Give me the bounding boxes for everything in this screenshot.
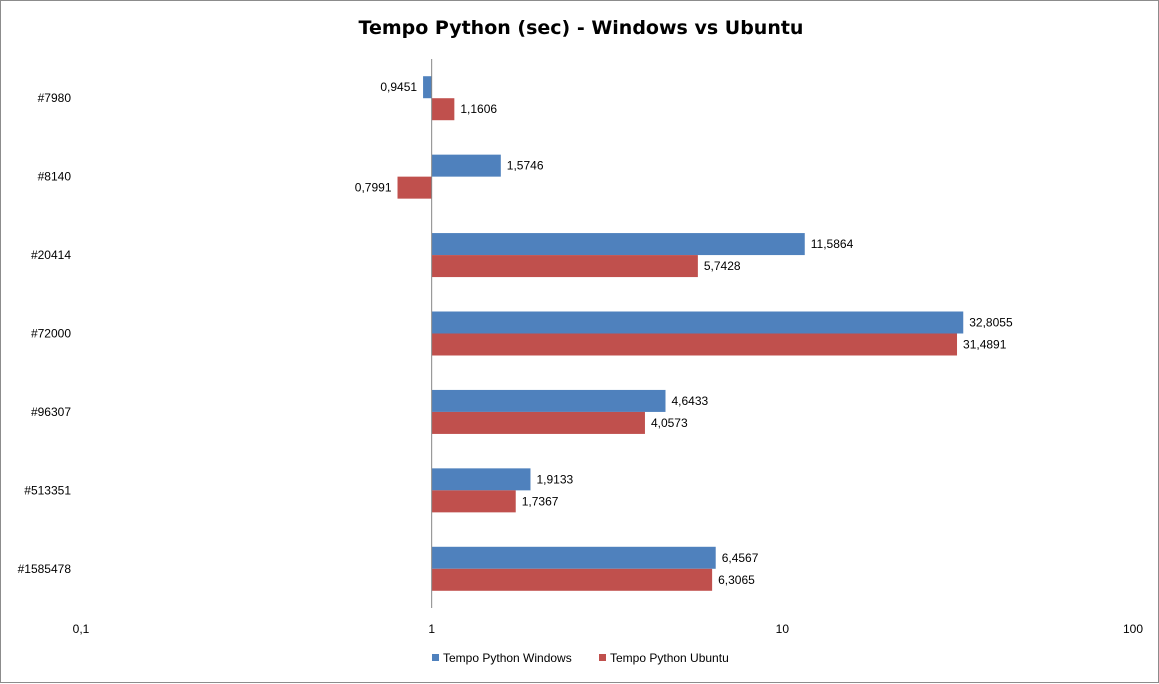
bar-windows-1585478 <box>431 546 716 569</box>
legend-swatch-windows <box>432 654 439 661</box>
bar-ubuntu-7980 <box>431 98 455 121</box>
data-label-ubuntu-20414: 5,7428 <box>704 259 741 273</box>
category-label-72000: #72000 <box>31 327 71 341</box>
data-label-ubuntu-72000: 31,4891 <box>963 338 1007 352</box>
bar-ubuntu-8140 <box>397 176 432 199</box>
bar-ubuntu-1585478 <box>431 568 713 591</box>
category-label-7980: #7980 <box>38 91 72 105</box>
data-label-windows-20414: 11,5864 <box>811 237 854 251</box>
bar-ubuntu-20414 <box>431 255 698 278</box>
data-label-windows-513351: 1,9133 <box>536 472 573 486</box>
data-label-ubuntu-96307: 4,0573 <box>651 416 688 430</box>
x-tick-label-0: 0,1 <box>73 622 90 636</box>
bar-windows-72000 <box>431 311 964 334</box>
axis-group: #7980 #8140 #20414 #72000 #96307 #513351 #1585… <box>18 59 1143 636</box>
category-label-96307: #96307 <box>31 405 71 419</box>
legend-swatch-ubuntu <box>599 654 606 661</box>
bar-ubuntu-96307 <box>431 411 645 434</box>
bar-windows-8140 <box>431 154 501 177</box>
category-label-513351: #513351 <box>24 483 71 497</box>
category-label-20414: #20414 <box>31 248 71 262</box>
bars-group: 0,9451 1,1606 1,5746 0,7991 11,5864 5,7428 32,… <box>355 76 1013 591</box>
bar-windows-513351 <box>431 468 531 491</box>
category-label-1585478: #1585478 <box>18 562 72 576</box>
category-label-8140: #8140 <box>38 170 72 184</box>
bar-windows-96307 <box>431 389 666 412</box>
bar-ubuntu-72000 <box>431 333 958 356</box>
chart-title: Tempo Python (sec) - Windows vs Ubuntu <box>359 17 804 39</box>
legend-label-ubuntu: Tempo Python Ubuntu <box>610 651 729 665</box>
data-label-ubuntu-1585478: 6,3065 <box>718 573 755 587</box>
data-label-windows-7980: 0,9451 <box>380 80 417 94</box>
bar-ubuntu-513351 <box>431 490 516 513</box>
data-label-windows-8140: 1,5746 <box>507 159 544 173</box>
bar-windows-20414 <box>431 233 805 256</box>
x-tick-label-2: 10 <box>776 622 790 636</box>
legend: Tempo Python Windows Tempo Python Ubuntu <box>432 651 729 665</box>
data-label-ubuntu-8140: 0,7991 <box>355 181 392 195</box>
data-label-ubuntu-513351: 1,7367 <box>522 494 559 508</box>
data-label-windows-72000: 32,8055 <box>969 316 1013 330</box>
bar-windows-7980 <box>423 76 432 99</box>
data-label-ubuntu-7980: 1,1606 <box>460 102 497 116</box>
x-tick-label-1: 1 <box>428 622 435 636</box>
x-tick-label-3: 100 <box>1123 622 1143 636</box>
data-label-windows-1585478: 6,4567 <box>722 551 759 565</box>
data-label-windows-96307: 4,6433 <box>672 394 709 408</box>
legend-label-windows: Tempo Python Windows <box>443 651 572 665</box>
